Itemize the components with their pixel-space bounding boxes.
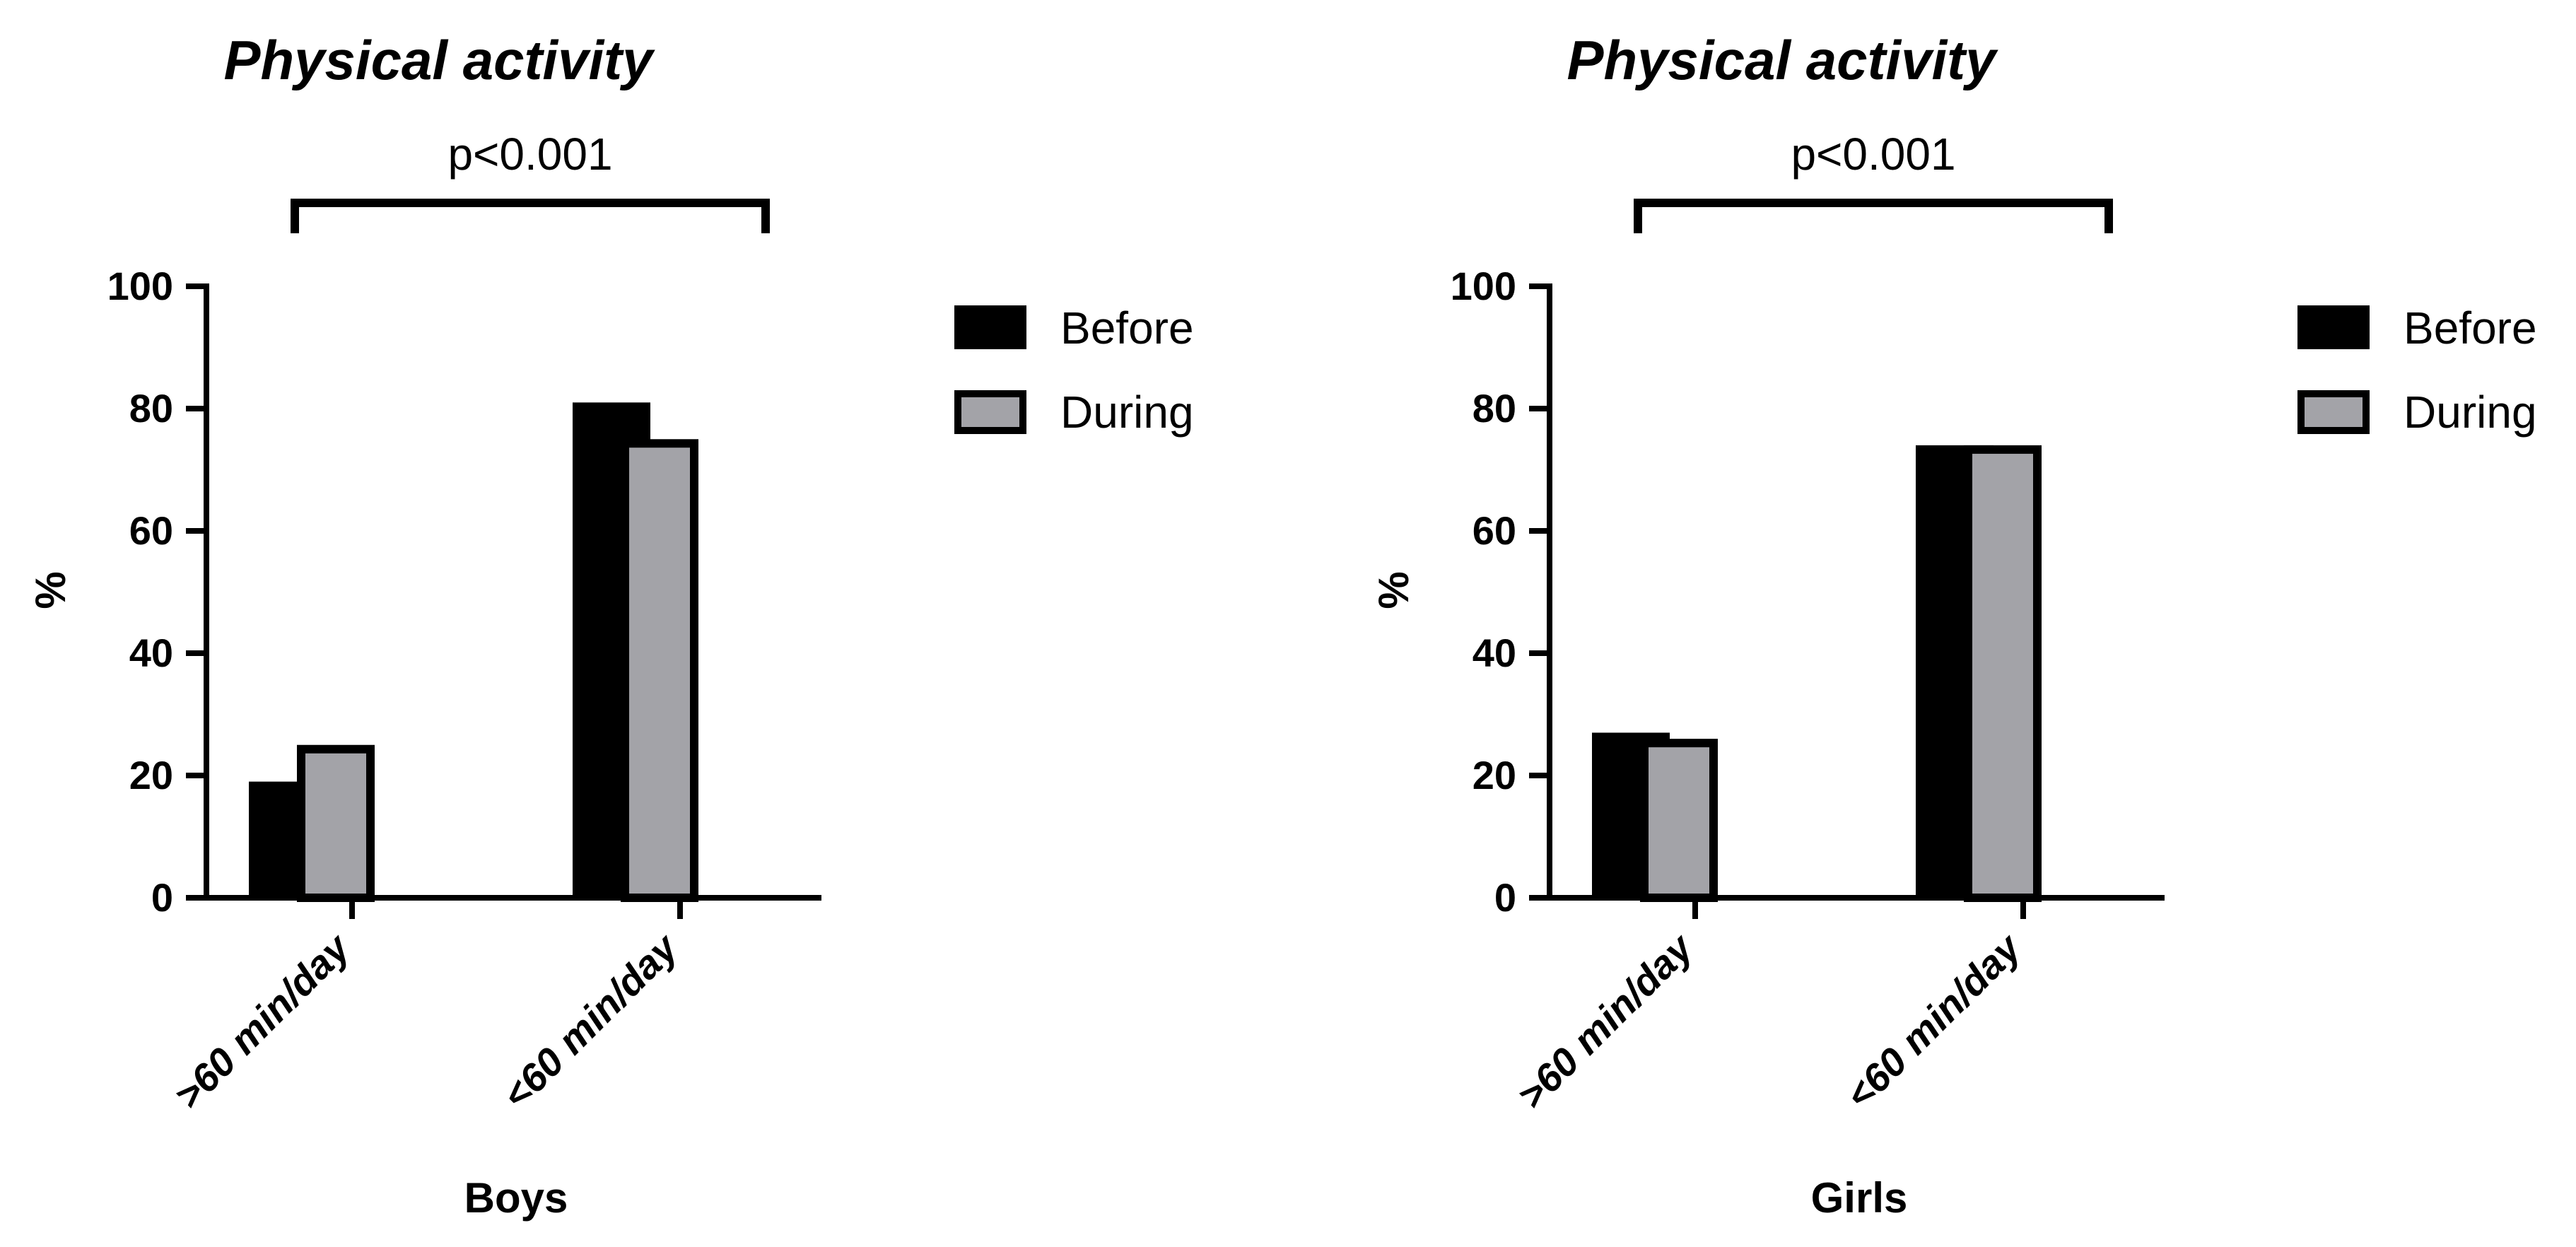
y-tick-label: 40 xyxy=(129,631,173,675)
legend-label-during: During xyxy=(1060,387,1194,438)
legend-label-before: Before xyxy=(1060,303,1194,353)
x-category-label: >60 min/day xyxy=(1509,924,1702,1118)
y-tick-label: 80 xyxy=(129,386,173,431)
y-tick-label: 20 xyxy=(129,753,173,797)
y-tick-label: 60 xyxy=(129,508,173,553)
y-axis-label: % xyxy=(27,571,74,609)
legend-swatch-during xyxy=(2301,394,2366,431)
significance-bracket xyxy=(1638,203,2109,233)
bar-group xyxy=(1592,445,2037,898)
y-tick-marks xyxy=(1529,286,1550,898)
y-tick-label: 0 xyxy=(1494,875,1516,920)
y-tick-marks xyxy=(186,286,206,898)
legend-label-during: During xyxy=(2404,387,2537,438)
bar-group xyxy=(249,402,694,898)
legend-swatch-during xyxy=(958,394,1023,431)
figure-canvas: Physical activity p<0.001 % Boys 0 20 40… xyxy=(0,0,2576,1247)
bar-during-under-60 xyxy=(1968,450,2037,898)
significance-bracket xyxy=(295,203,766,233)
y-axis-label: % xyxy=(1370,571,1417,609)
y-tick-label: 80 xyxy=(1473,386,1516,431)
y-tick-label: 100 xyxy=(1451,264,1516,308)
significance-label: p<0.001 xyxy=(447,129,612,180)
x-category-label: >60 min/day xyxy=(165,924,359,1118)
bar-during-over-60 xyxy=(301,749,370,898)
chart-title: Physical activity xyxy=(1567,29,1998,91)
significance-label: p<0.001 xyxy=(1791,129,1955,180)
y-tick-label: 20 xyxy=(1473,753,1516,797)
y-tick-label: 40 xyxy=(1473,631,1516,675)
chart-panel-boys: Physical activity p<0.001 % Boys 0 20 40… xyxy=(27,29,1194,1222)
bar-during-under-60 xyxy=(625,443,694,898)
y-tick-label: 100 xyxy=(107,264,173,308)
bar-during-over-60 xyxy=(1644,743,1714,898)
x-axis-label: Boys xyxy=(464,1174,568,1222)
legend-label-before: Before xyxy=(2404,303,2537,353)
legend-swatch-before xyxy=(954,305,1026,349)
x-category-label: <60 min/day xyxy=(493,924,687,1118)
y-tick-label: 0 xyxy=(151,875,173,920)
x-category-label: <60 min/day xyxy=(1837,924,2030,1118)
chart-panel-girls: Physical activity p<0.001 % Girls 0 20 4… xyxy=(1370,29,2537,1222)
x-axis-label: Girls xyxy=(1811,1174,1908,1222)
y-tick-label: 60 xyxy=(1473,508,1516,553)
chart-title: Physical activity xyxy=(223,29,655,91)
legend-swatch-before xyxy=(2297,305,2370,349)
